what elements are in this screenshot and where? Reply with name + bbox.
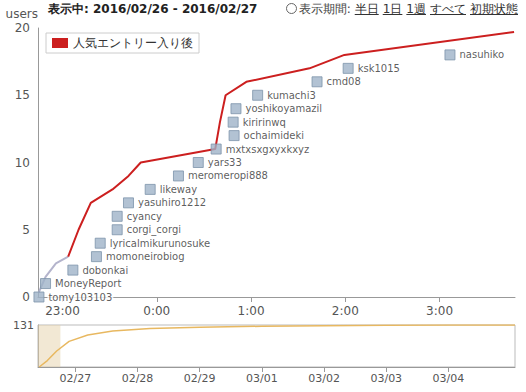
svg-text:mxtxsxgxyxkxyz: mxtxsxgxyxkxyz	[226, 144, 310, 155]
svg-text:ksk1015: ksk1015	[358, 63, 400, 74]
svg-text:corgi_corgi: corgi_corgi	[127, 224, 181, 236]
svg-text:1:00: 1:00	[238, 304, 265, 318]
svg-text:yars33: yars33	[208, 157, 242, 168]
svg-text:momoneirobiog: momoneirobiog	[106, 251, 185, 262]
svg-text:dobonkai: dobonkai	[82, 265, 128, 276]
svg-text:yasuhiro1212: yasuhiro1212	[138, 197, 206, 208]
svg-text:10: 10	[15, 156, 30, 170]
html-text:表示中: 2016/02/26 - 2016/02/27: 表示中: 2016/02/26 - 2016/02/27	[48, 2, 258, 16]
svg-text:5: 5	[22, 223, 30, 237]
svg-text:meromeropi888: meromeropi888	[188, 170, 268, 181]
svg-text:likeway: likeway	[160, 184, 197, 195]
html-text:表示期間: 半日 1日 1週 すべて 初期状態: 表示期間: 半日 1日 1週 すべて 初期状態	[298, 2, 518, 16]
svg-text:kiririnwq: kiririnwq	[243, 117, 286, 128]
svg-text:人気エントリー入り後: 人気エントリー入り後	[73, 36, 193, 50]
svg-text:users: users	[6, 7, 38, 21]
svg-text:2:00: 2:00	[332, 304, 359, 318]
svg-text:03/01: 03/01	[246, 372, 278, 385]
svg-text:15: 15	[15, 88, 30, 102]
svg-text:03/04: 03/04	[433, 372, 465, 385]
svg-text:03/02: 03/02	[308, 372, 340, 385]
svg-text:lyricalmikurunosuke: lyricalmikurunosuke	[110, 238, 210, 249]
svg-text:ochaimideki: ochaimideki	[244, 130, 304, 141]
svg-text:cmd08: cmd08	[327, 76, 361, 87]
svg-text:02/27: 02/27	[59, 372, 91, 385]
svg-text:MoneyReport: MoneyReport	[55, 278, 121, 289]
svg-text:yoshikoyamazil: yoshikoyamazil	[245, 103, 322, 114]
svg-text:131: 131	[13, 319, 34, 332]
svg-text:0: 0	[22, 290, 30, 304]
svg-text:02/28: 02/28	[122, 372, 154, 385]
svg-text:cyancy: cyancy	[127, 211, 162, 222]
svg-text:0:00: 0:00	[143, 304, 170, 318]
svg-text:nasuhiko: nasuhiko	[459, 49, 504, 60]
svg-text:3:00: 3:00	[426, 304, 453, 318]
svg-text:kumachi3: kumachi3	[267, 90, 316, 101]
svg-text:tomy103103: tomy103103	[48, 292, 112, 303]
svg-text:20: 20	[15, 21, 30, 35]
svg-text:02/29: 02/29	[184, 372, 216, 385]
svg-text:23:00: 23:00	[45, 304, 80, 318]
svg-text:03/03: 03/03	[370, 372, 402, 385]
